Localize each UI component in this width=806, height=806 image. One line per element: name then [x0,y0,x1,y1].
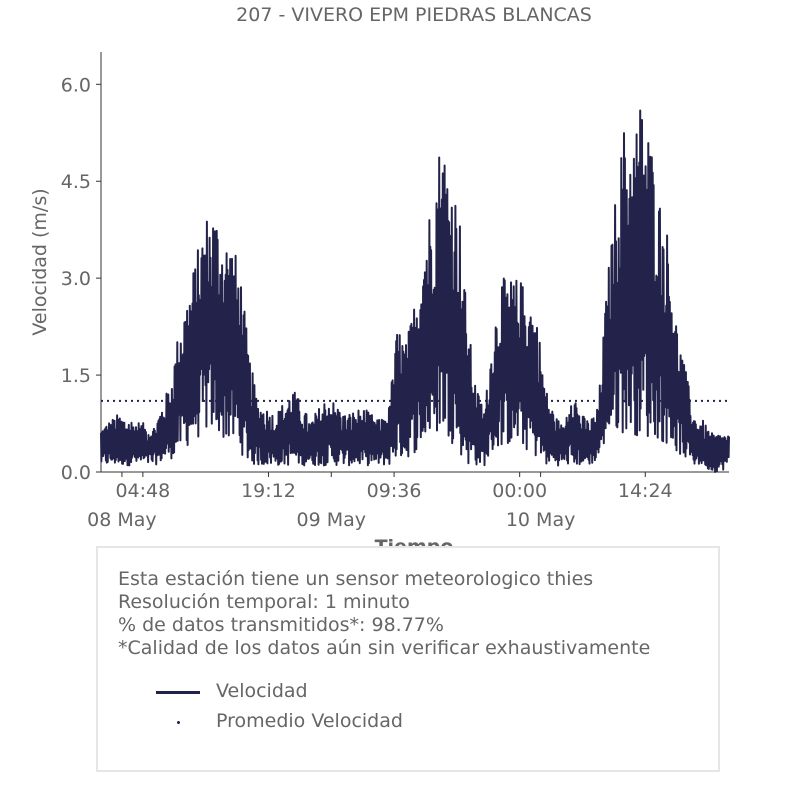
legend-label-velocidad: Velocidad [216,680,308,702]
info-sensor-text: Esta estación tiene un sensor meteorolog… [118,568,594,590]
x-tick-label: 04:48 [115,480,170,502]
plot-group: 0.0 1.5 3.0 4.5 6.0 04:48 19:12 09:36 00:00 14:24… [61,52,730,531]
info-box: Esta estación tiene un sensor meteorolog… [96,546,720,772]
velocidad-series-line [100,109,730,473]
y-tick-label: 0.0 [61,462,91,484]
info-quality-text: *Calidad de los datos aún sin verificar … [118,637,651,659]
y-tick-label: 1.5 [61,365,91,387]
x-date-label: 09 May [297,509,367,531]
info-resolution-text: Resolución temporal: 1 minuto [118,591,410,613]
x-tick-label: 09:36 [367,480,422,502]
x-date-label: 10 May [506,509,576,531]
y-tick-label: 6.0 [61,74,91,96]
x-tick-label: 19:12 [241,480,296,502]
y-tick-label: 3.0 [61,268,91,290]
legend-dot-swatch [177,721,180,724]
y-axis-label: Velocidad (m/s) [29,188,51,335]
y-tick-label: 4.5 [61,171,91,193]
x-tick-label: 00:00 [492,480,547,502]
legend-line-swatch [156,691,200,694]
x-date-label: 08 May [87,509,157,531]
info-transmitted-text: % de datos transmitidos*: 98.77% [118,614,444,636]
legend-label-promedio: Promedio Velocidad [216,710,403,732]
x-tick-label: 14:24 [618,480,673,502]
chart-title: 207 - VIVERO EPM PIEDRAS BLANCAS [236,4,592,26]
